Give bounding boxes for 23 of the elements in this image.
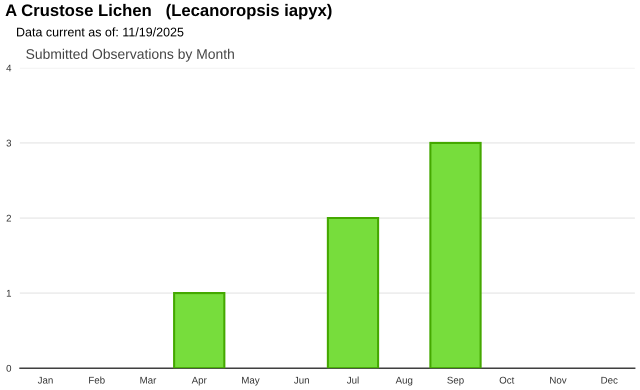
- x-tick-label: May: [242, 376, 260, 386]
- x-tick-label: Feb: [89, 376, 105, 384]
- x-tick-label: Oct: [500, 376, 514, 384]
- bar: [326, 216, 380, 368]
- y-tick-label: 0: [6, 364, 12, 372]
- y-tick-label: 4: [6, 64, 12, 72]
- bar: [173, 292, 226, 368]
- y-tick-label: 3: [6, 140, 12, 147]
- text: Submitted Observations by Month: [26, 48, 234, 62]
- y-tick-label: 2: [6, 214, 12, 222]
- x-tick-label: Sep: [447, 376, 464, 386]
- x-tick-label: Apr: [192, 376, 207, 386]
- chart-title: A Crustose Lichen (Lecanoropsis iapyx): [6, 4, 332, 20]
- x-tick-label: Mar: [140, 376, 156, 384]
- chart-subtitle: Data current as of: 11/19/2025: [17, 27, 184, 36]
- y-tick-label: 1: [6, 290, 12, 297]
- x-tick-label: Nov: [550, 376, 567, 384]
- x-tick-label: Aug: [396, 376, 412, 386]
- x-tick-label: Jul: [346, 376, 359, 384]
- x-tick-label: Dec: [601, 376, 618, 384]
- bar: [429, 142, 482, 368]
- x-tick-label: Jun: [294, 376, 309, 384]
- x-tick-label: Jan: [38, 376, 53, 384]
